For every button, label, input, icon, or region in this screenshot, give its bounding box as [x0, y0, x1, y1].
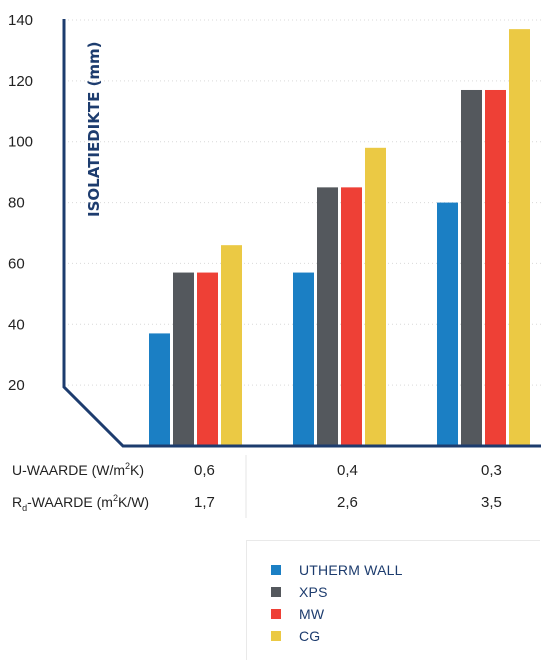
legend-swatch — [271, 631, 281, 641]
y-tick-label: 120 — [8, 73, 33, 90]
rd-value-row-label: Rd-WAARDE (m2K/W) — [12, 493, 149, 513]
legend-item-utherm-wall: UTHERM WALL — [271, 561, 403, 579]
bars — [149, 29, 530, 447]
bar-utherm-wall-1 — [149, 333, 170, 446]
y-tick-label: 100 — [8, 134, 33, 151]
bar-mw-1 — [197, 272, 218, 446]
rd-value-2: 2,6 — [337, 494, 358, 511]
rd-value-row: 1,7 2,6 3,5 — [194, 494, 502, 511]
bar-xps-3 — [461, 89, 482, 446]
bar-cg-3 — [509, 29, 530, 446]
bar-xps-1 — [173, 272, 194, 446]
bar-utherm-wall-3 — [437, 202, 458, 446]
bar-utherm-wall-2 — [293, 272, 314, 446]
bar-chart: 20 40 60 80 100 120 140 ISOLATIEDIKTE (mm) U-W… — [8, 12, 541, 518]
bar-cg-2 — [365, 147, 386, 447]
rd-value-3: 3,5 — [481, 494, 502, 511]
legend-label: XPS — [299, 584, 328, 600]
y-tick-label: 60 — [8, 255, 25, 272]
y-tick-labels: 20 40 60 80 100 120 140 — [8, 12, 33, 394]
bar-xps-2 — [317, 187, 338, 446]
y-axis-label: ISOLATIEDIKTE (mm) — [85, 41, 103, 217]
u-value-3: 0,3 — [481, 462, 502, 479]
u-value-1: 0,6 — [194, 462, 215, 479]
legend-label: MW — [299, 606, 325, 622]
y-tick-label: 80 — [8, 195, 25, 212]
legend-swatch — [271, 609, 281, 619]
y-tick-label: 140 — [8, 12, 33, 29]
legend-swatch — [271, 565, 281, 575]
legend-swatch — [271, 587, 281, 597]
legend-item-xps: XPS — [271, 583, 328, 601]
u-value-row-label: U-WAARDE (W/m2K) — [12, 461, 144, 478]
bar-mw-2 — [341, 187, 362, 446]
bar-cg-1 — [221, 245, 242, 446]
legend-item-cg: CG — [271, 627, 320, 645]
y-axis-line — [62, 19, 541, 448]
bar-mw-3 — [485, 89, 506, 446]
legend-label: CG — [299, 628, 321, 644]
y-tick-label: 20 — [8, 377, 25, 394]
legend: UTHERM WALL XPS MW CG — [246, 540, 540, 660]
y-tick-label: 40 — [8, 316, 25, 333]
legend-item-mw: MW — [271, 605, 324, 623]
rd-value-1: 1,7 — [194, 494, 215, 511]
legend-label: UTHERM WALL — [299, 562, 403, 578]
u-value-2: 0,4 — [337, 462, 358, 479]
u-value-row: 0,6 0,4 0,3 — [194, 462, 502, 479]
